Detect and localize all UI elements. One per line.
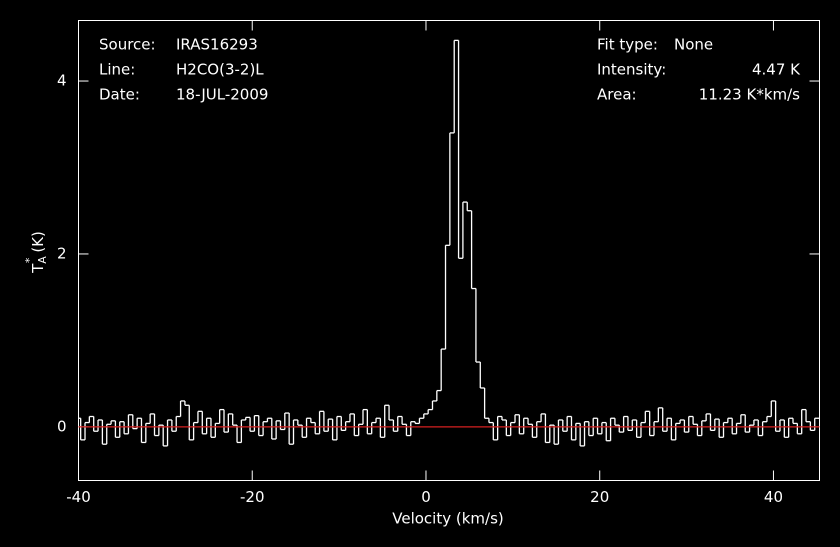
annotation-value: H2CO(3-2)L xyxy=(176,61,264,79)
y-axis-label: TA* (K) xyxy=(23,231,49,274)
y-tick-label: 2 xyxy=(57,244,67,262)
x-tick-label: 0 xyxy=(421,488,431,506)
plot-frame xyxy=(78,20,820,481)
x-tick-label: 20 xyxy=(590,488,609,506)
annotation-key: Date: xyxy=(99,86,140,104)
annotation-key: Intensity: xyxy=(597,61,666,79)
x-tick-label: 40 xyxy=(764,488,783,506)
annotation-value: 11.23 K*km/s xyxy=(699,86,800,104)
x-tick-label: -40 xyxy=(66,488,91,506)
step-risers xyxy=(80,40,816,446)
x-axis-label: Velocity (km/s) xyxy=(392,510,503,528)
y-label-sub: A xyxy=(36,256,49,264)
y-label-symbol: T xyxy=(29,263,47,274)
annotation-key: Fit type: xyxy=(597,36,658,54)
annotation-key: Area: xyxy=(597,86,637,104)
annotation-value: IRAS16293 xyxy=(176,36,258,54)
annotation-value: 18-JUL-2009 xyxy=(176,86,268,104)
annotation-key: Line: xyxy=(99,61,135,79)
annotation-key: Source: xyxy=(99,36,156,54)
y-tick-label: 4 xyxy=(57,72,67,90)
x-tick-label: -20 xyxy=(240,488,265,506)
annotation-value: 4.47 K xyxy=(752,61,801,79)
y-label-unit: (K) xyxy=(29,231,47,253)
y-label-sup: * xyxy=(23,257,36,263)
annotation-value: None xyxy=(674,36,713,54)
y-tick-label: 0 xyxy=(57,417,67,435)
